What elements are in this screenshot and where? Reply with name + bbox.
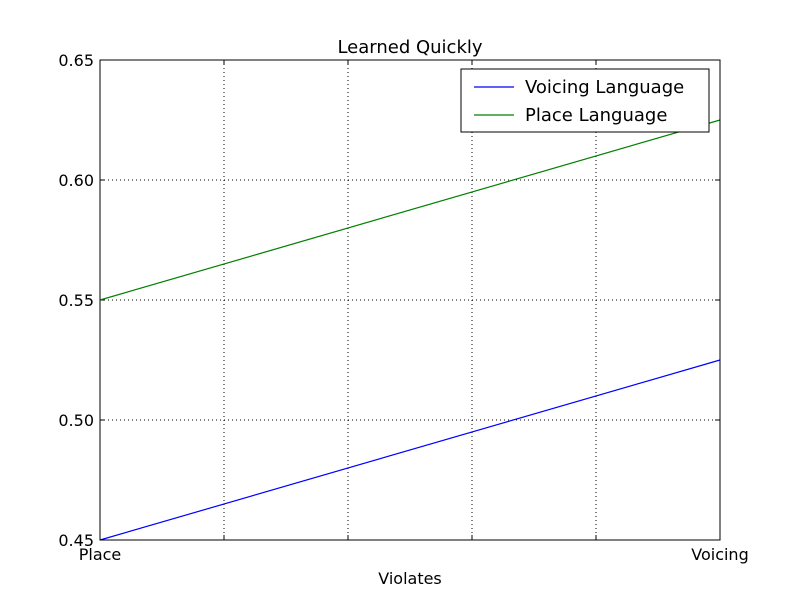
x-axis-tick-labels: Place Voicing [79,545,749,564]
legend-label-2: Place Language [525,105,667,126]
series-line-1 [99,359,721,541]
legend-box [460,68,710,133]
legend-items: Voicing Language Place Language [474,77,684,126]
plot-area-frame [99,59,721,541]
y-tick-label: 0.50 [58,411,94,430]
y-axis-tick-labels: 0.45 0.50 0.55 0.60 0.65 [58,51,94,550]
x-axis-label: Violates [378,569,442,588]
x-tick-label: Place [79,545,122,564]
y-tick-label: 0.60 [58,171,94,190]
y-tick-label: 0.55 [58,291,94,310]
y-tick-label: 0.65 [58,51,94,70]
series-lines [99,119,721,541]
y-tick-label: 0.45 [58,531,94,550]
series-line-2 [99,119,721,301]
legend: Voicing Language Place Language [460,68,710,133]
x-tick-label: Voicing [691,545,748,564]
grid-lines [100,60,720,540]
chart-title: Learned Quickly [337,37,482,58]
legend-label-1: Voicing Language [525,77,684,98]
